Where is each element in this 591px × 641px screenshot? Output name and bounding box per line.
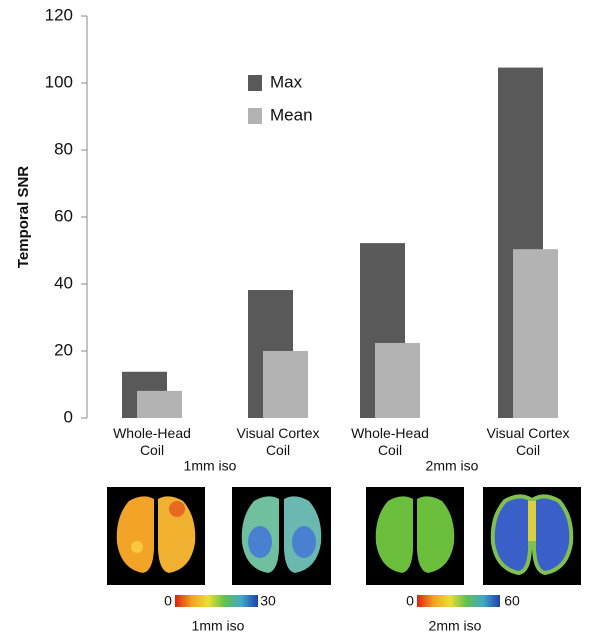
bar <box>513 249 558 418</box>
map-caption: 1mm iso <box>192 618 245 634</box>
tsnr-map <box>483 487 581 585</box>
colorbar-label: 0 <box>406 593 414 609</box>
group-label: 1mm iso <box>184 458 237 474</box>
colorbar <box>175 595 258 607</box>
colorbar-label: 0 <box>164 593 172 609</box>
x-tick-label: Whole-Head Coil <box>100 425 204 459</box>
y-tick-label: 20 <box>54 340 73 359</box>
y-tick-label: 120 <box>45 5 73 24</box>
x-tick-label: Whole-Head Coil <box>338 425 442 459</box>
tsnr-map <box>107 487 205 585</box>
legend-swatch <box>248 108 262 124</box>
colorbar-label: 60 <box>504 593 520 609</box>
legend-swatch <box>248 75 262 91</box>
colorbar <box>417 595 500 607</box>
y-tick-label: 80 <box>54 139 73 158</box>
bar <box>375 343 420 418</box>
page: Temporal SNR 0 30 0 60 1mm iso 2mm iso 0… <box>0 0 591 636</box>
chart: Temporal SNR 0 30 0 60 1mm iso 2mm iso 0… <box>0 0 591 636</box>
bar <box>137 391 182 418</box>
legend-label: Max <box>270 72 303 91</box>
map-caption: 2mm iso <box>429 618 482 634</box>
group-label: 2mm iso <box>426 458 479 474</box>
colorbar-label: 30 <box>260 593 276 609</box>
y-tick-label: 0 <box>64 407 73 426</box>
y-tick-label: 100 <box>45 72 73 91</box>
legend-label: Mean <box>270 105 313 124</box>
y-tick-label: 60 <box>54 206 73 225</box>
x-tick-label: Visual Cortex Coil <box>226 425 330 459</box>
y-axis-label: Temporal SNR <box>15 166 32 268</box>
tsnr-map <box>232 487 331 585</box>
bar <box>263 351 308 418</box>
x-tick-label: Visual Cortex Coil <box>476 425 580 459</box>
y-tick-label: 40 <box>54 273 73 292</box>
tsnr-map <box>366 487 464 585</box>
